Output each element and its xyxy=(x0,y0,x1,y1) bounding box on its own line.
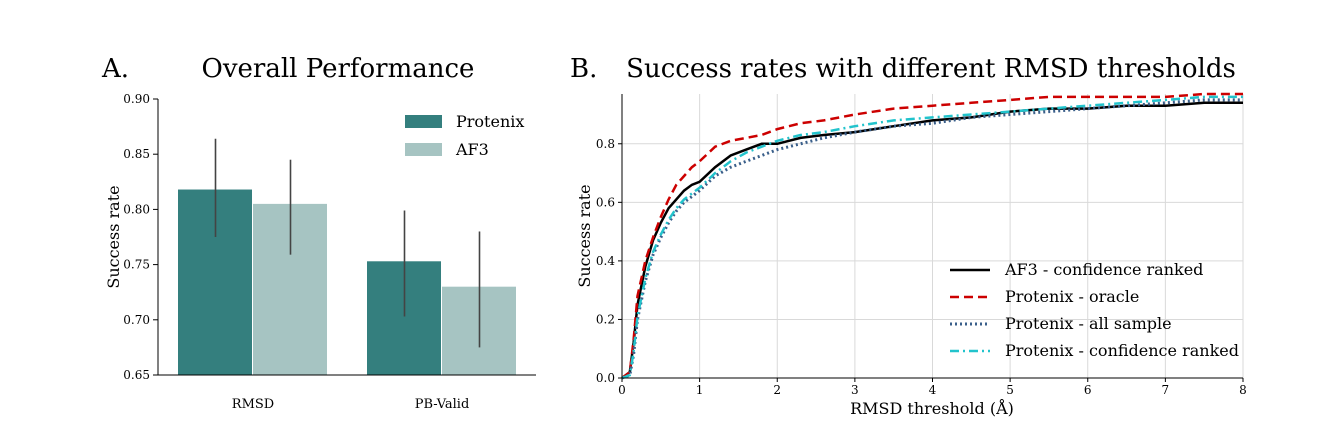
panel-a-legend: Protenix AF3 xyxy=(405,112,524,159)
panel-a-legend-swatch xyxy=(405,115,442,128)
panel-b-x-tick-label: 7 xyxy=(1162,383,1170,397)
panel-b-title: Success rates with different RMSD thresh… xyxy=(626,54,1236,84)
panel-b-x-tick-label: 3 xyxy=(851,383,859,397)
panel-b-x-tick-label: 2 xyxy=(773,383,781,397)
panel-a-x-tick-label: RMSD xyxy=(232,397,274,412)
panel-b-x-tick-label: 8 xyxy=(1239,383,1247,397)
panel-b-legend-label: AF3 - confidence ranked xyxy=(1004,260,1203,279)
panel-b-legend-label: Protenix - oracle xyxy=(1005,287,1139,306)
panel-b-y-label: Success rate xyxy=(575,184,594,287)
panel-b-x-tick-label: 6 xyxy=(1084,383,1092,397)
panel-b-y-tick-label: 0.0 xyxy=(596,371,615,385)
panel-a-legend-label: AF3 xyxy=(455,140,489,159)
panel-b-line-chart: B. Success rates with different RMSD thr… xyxy=(570,54,1247,418)
panel-b-y-tick-label: 0.8 xyxy=(596,137,615,151)
panel-a-y-tick-label: 0.90 xyxy=(123,92,150,106)
panel-a-legend-swatch xyxy=(405,143,442,156)
panel-b-x-tick-label: 0 xyxy=(618,383,626,397)
panel-b-y-tick-label: 0.6 xyxy=(596,195,615,209)
panel-b-x-tick-label: 1 xyxy=(696,383,704,397)
panel-a-y-tick-label: 0.80 xyxy=(123,202,150,216)
panel-b-series-line xyxy=(621,92,1243,379)
panel-b-x-label: RMSD threshold (Å) xyxy=(850,398,1014,418)
panel-b-letter: B. xyxy=(570,54,597,84)
panel-b-y-tick-label: 0.2 xyxy=(596,312,615,326)
panel-b-y-tick-label: 0.4 xyxy=(596,254,615,268)
panel-a-bar-chart: A. Overall Performance 0.65 0.70 0.75 0.80 0… xyxy=(101,54,536,412)
panel-b-legend-label: Protenix - confidence ranked xyxy=(1005,341,1239,360)
panel-a-legend-label: Protenix xyxy=(456,112,524,131)
panel-b-x-tick-label: 5 xyxy=(1006,383,1014,397)
panel-a-y-tick-label: 0.70 xyxy=(123,313,150,327)
panel-a-y-tick-label: 0.75 xyxy=(123,258,150,272)
panel-b-legend: AF3 - confidence ranked Protenix - oracle… xyxy=(950,260,1239,360)
panel-a-y-tick-label: 0.65 xyxy=(123,368,150,382)
panel-a-letter: A. xyxy=(101,54,129,84)
panel-b-legend-label: Protenix - all sample xyxy=(1005,314,1172,333)
panel-a-y-tick-label: 0.85 xyxy=(123,147,150,161)
panel-b-series-line xyxy=(621,101,1243,379)
panel-b-x-tick-label: 4 xyxy=(929,383,937,397)
panel-a-title: Overall Performance xyxy=(202,54,475,84)
panel-b-series-line xyxy=(621,98,1243,380)
panel-a-y-label: Success rate xyxy=(104,185,123,288)
panel-a-x-tick-label: PB-Valid xyxy=(415,397,470,412)
